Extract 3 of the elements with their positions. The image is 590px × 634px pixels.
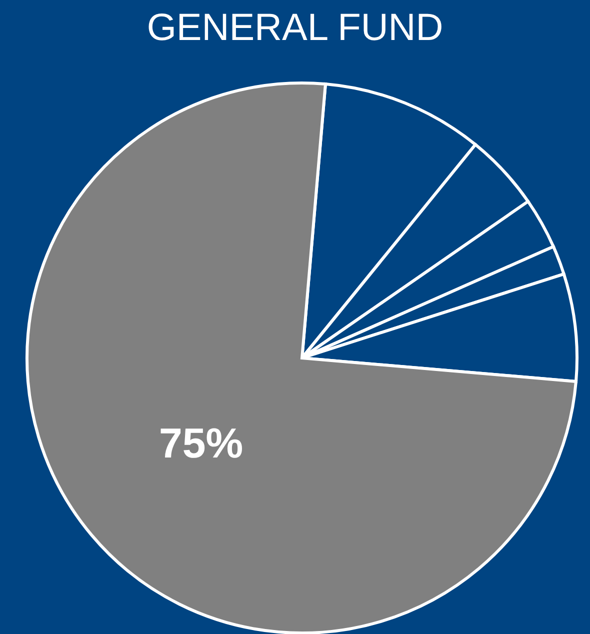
chart-title: GENERAL FUND (146, 7, 444, 49)
data-label: 75% (159, 420, 244, 467)
pie-slice (26, 82, 578, 634)
